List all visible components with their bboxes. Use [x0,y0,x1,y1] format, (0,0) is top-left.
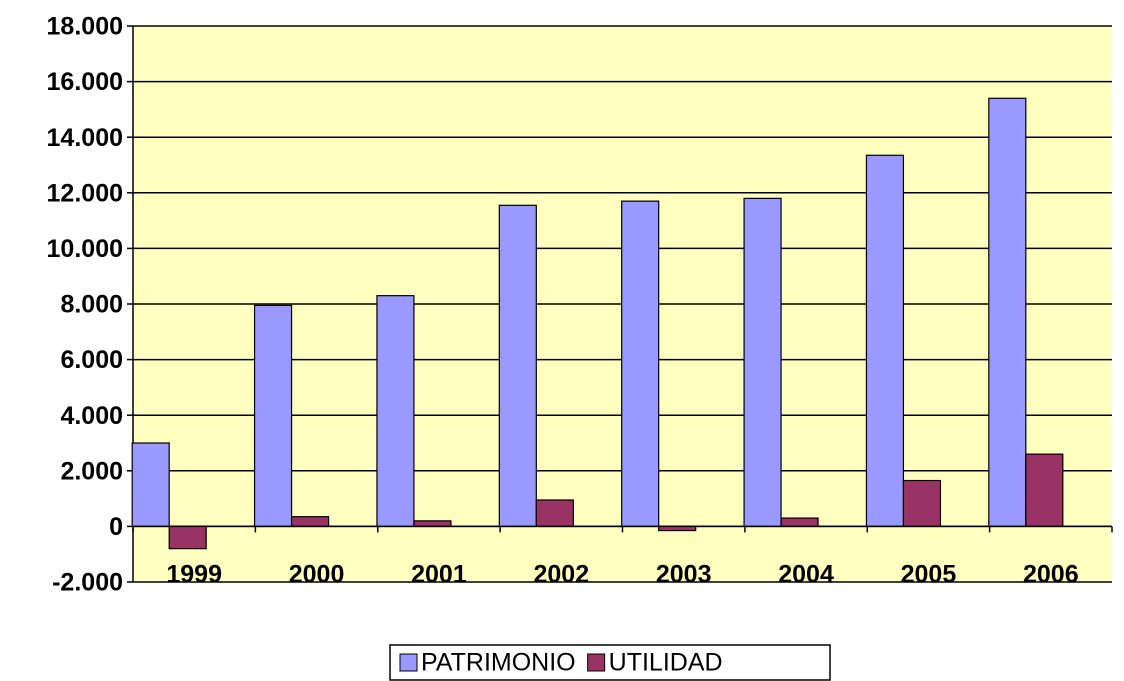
bar [988,97,1027,527]
bar [131,442,170,528]
x-tick-label: 2006 [1023,561,1079,589]
bar [498,204,537,527]
legend-swatch [587,653,606,672]
bar [290,516,330,527]
y-tick-label: 10.000 [47,235,123,263]
y-tick-label: 6.000 [60,346,123,374]
x-tick-label: 2003 [656,561,712,589]
bar [413,520,452,528]
y-tick-label: 12.000 [47,179,123,207]
x-tick-label: 2005 [901,561,957,589]
x-tick-label: 1999 [166,561,222,589]
y-tick-label: 16.000 [47,68,123,96]
legend-label: UTILIDAD [609,649,723,677]
y-tick-label: 8.000 [60,291,123,319]
y-tick-label: -2.000 [52,569,123,597]
x-tick-label: 2002 [534,561,590,589]
bar [865,154,905,528]
y-tick-label: 4.000 [60,402,123,430]
bar [621,200,660,528]
bar [376,295,415,528]
bar [1025,453,1064,527]
bar [168,525,207,550]
x-tick-label: 2004 [778,561,834,589]
x-tick-label: 2000 [289,561,345,589]
legend-label: PATRIMONIO [421,649,576,677]
y-tick-label: 18.000 [47,13,123,41]
legend-box [389,644,831,681]
y-tick-label: 14.000 [47,124,123,152]
y-tick-label: 2.000 [60,457,123,485]
bar [535,499,574,527]
bar [902,479,942,527]
legend-swatch [399,653,418,672]
x-tick-label: 2001 [411,561,467,589]
bar [743,197,782,528]
bar [780,517,819,527]
y-tick-label: 0 [109,513,123,541]
bar [253,304,293,528]
